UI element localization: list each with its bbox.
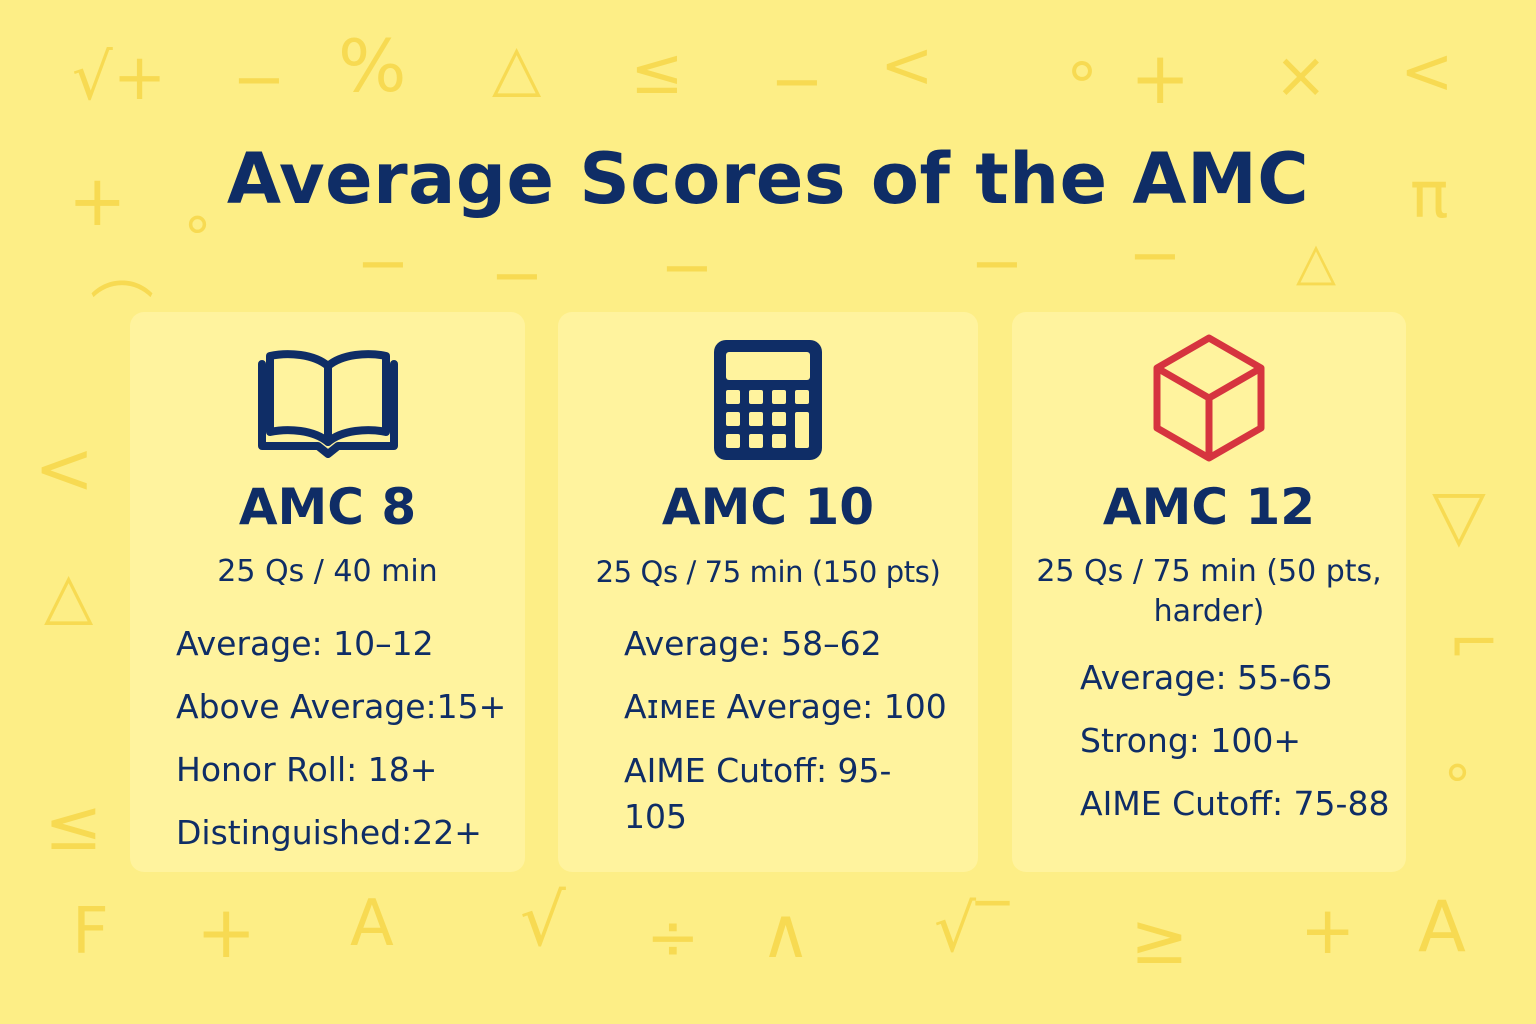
card-title: AMC 8	[238, 478, 417, 536]
stat-aime-cutoff: AIME Cutoff: 75-88	[1080, 784, 1390, 823]
minus-symbol: −	[970, 227, 1024, 301]
down-triangle-symbol: ▽	[1432, 474, 1486, 556]
stat-distinguished: Distinguished:22+	[176, 813, 482, 852]
stat-average: Average: 10–12	[176, 624, 434, 663]
amc-12-card: AMC 12 25 Qs / 75 min (50 pts, harder) A…	[1012, 312, 1406, 872]
letter-a-symbol: A	[1418, 886, 1466, 968]
letter-f-symbol: F	[72, 895, 109, 969]
circle-symbol: ∘	[1062, 33, 1103, 107]
angle-symbol: ⌐	[1448, 606, 1500, 679]
greater-equal-symbol: ≥	[1130, 898, 1189, 980]
sqrt-bar-symbol: √‾	[934, 890, 1010, 967]
minus-symbol: −	[232, 43, 286, 117]
less-than-symbol: <	[880, 29, 934, 103]
stat-honor-roll: Honor Roll: 18+	[176, 750, 438, 789]
stats-list: Average: 58–62 Aɪᴍᴇᴇ Average: 100 AIME C…	[624, 622, 947, 836]
plus-symbol: +	[1300, 892, 1356, 969]
stat-above-average: Above Average:15+	[176, 687, 507, 726]
minus-symbol: −	[356, 227, 410, 301]
stat-average: Average: 55-65	[1080, 658, 1334, 697]
sqrt-symbol: √	[520, 878, 566, 962]
minus-symbol: −	[1128, 219, 1182, 293]
less-equal-symbol: ≤	[44, 784, 103, 866]
amc-8-card: AMC 8 25 Qs / 40 min Average: 10–12 Abov…	[130, 312, 525, 872]
card-format: 25 Qs / 75 min (50 pts, harder)	[1036, 554, 1382, 629]
triangle-symbol: △	[492, 31, 542, 105]
stat-strong: Strong: 100+	[1080, 721, 1302, 760]
sqrt-plus-symbol: √+	[72, 41, 167, 115]
open-book-icon	[130, 346, 525, 458]
stat-average: Average: 58–62	[624, 624, 882, 663]
page-title: Average Scores of the AMC	[226, 138, 1310, 220]
less-than-symbol: <	[1400, 35, 1454, 109]
letter-a-symbol: A	[350, 887, 394, 961]
less-than-symbol: <	[34, 426, 95, 510]
stats-list: Average: 55-65 Strong: 100+ AIME Cutoff:…	[1080, 656, 1389, 845]
less-equal-symbol: ≤	[630, 35, 684, 109]
card-title: AMC 12	[1102, 478, 1316, 536]
triangle-symbol: △	[44, 559, 94, 633]
minus-symbol: −	[770, 45, 824, 119]
plus-symbol: +	[196, 890, 257, 974]
calculator-icon	[558, 338, 978, 462]
stats-list: Average: 10–12 Above Average:15+ Honor R…	[176, 622, 506, 874]
minus-symbol: −	[490, 239, 544, 313]
card-format: 25 Qs / 40 min	[217, 554, 438, 589]
card-title: AMC 10	[661, 478, 875, 536]
divide-symbol: ÷	[646, 901, 700, 975]
wedge-symbol: ∧	[760, 892, 812, 974]
percent-symbol: %	[338, 24, 407, 108]
circle-symbol: ∘	[1440, 739, 1476, 804]
cube-icon	[1012, 334, 1406, 462]
card-format: 25 Qs / 75 min (150 pts)	[595, 555, 941, 589]
amc-10-card: AMC 10 25 Qs / 75 min (150 pts) Average:…	[558, 312, 978, 872]
triangle-symbol: △	[1296, 232, 1336, 292]
stat-aime-cutoff: AIME Cutoff: 95-105	[624, 751, 892, 836]
stat-aimee-average: Aɪᴍᴇᴇ Average: 100	[624, 687, 947, 726]
times-symbol: ×	[1274, 39, 1328, 113]
plus-symbol: +	[1130, 36, 1191, 120]
minus-symbol: −	[660, 231, 714, 305]
